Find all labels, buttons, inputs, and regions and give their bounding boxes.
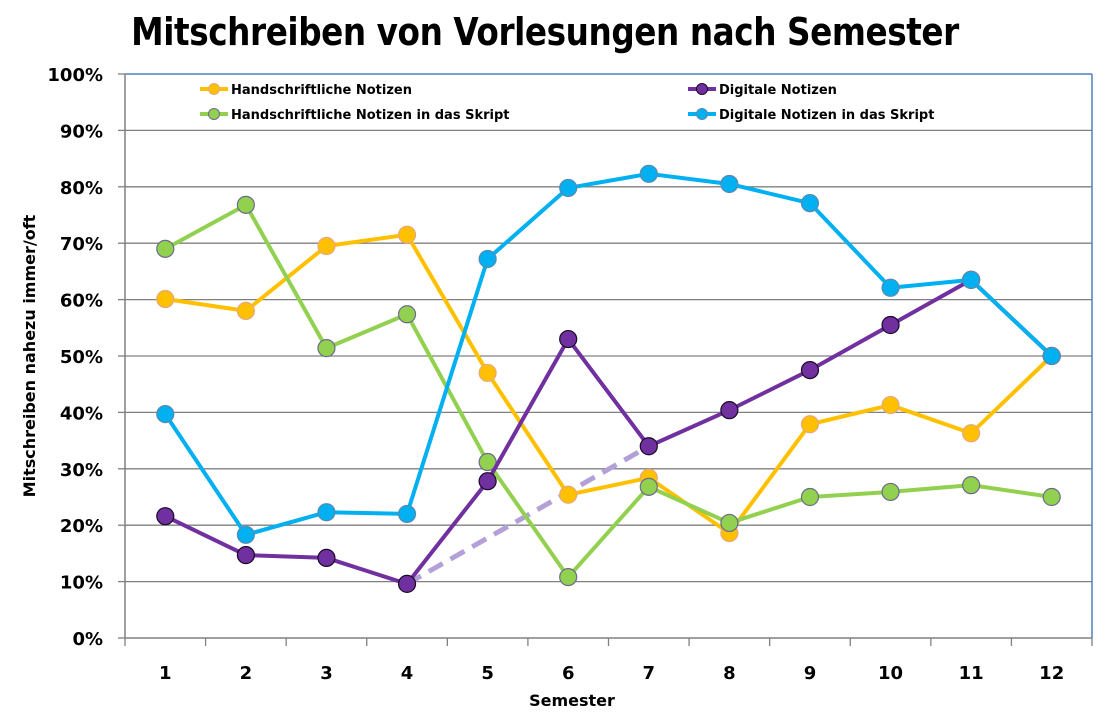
series-lines <box>156 164 1061 593</box>
data-point <box>639 437 658 456</box>
x-tick-label: 2 <box>240 663 253 684</box>
data-point <box>317 503 336 522</box>
data-point <box>962 270 981 289</box>
data-point <box>720 513 739 533</box>
legend-item: Handschriftliche Notizen in das Skript <box>200 108 509 123</box>
data-point <box>317 548 336 568</box>
data-point <box>720 174 739 194</box>
data-point <box>156 289 175 309</box>
series-4 <box>156 164 1061 544</box>
series-3 <box>156 195 1061 587</box>
legend-item: Digitale Notizen in das Skript <box>688 108 934 123</box>
x-axis-title: Semester <box>529 691 615 710</box>
x-tick-label: 12 <box>1039 663 1064 684</box>
chart-title: Mitschreiben von Vorlesungen nach Semest… <box>131 10 959 54</box>
data-point <box>881 395 900 415</box>
y-tick-label: 90% <box>60 121 103 142</box>
data-point <box>962 424 981 443</box>
data-point <box>1042 487 1061 507</box>
data-point <box>156 404 175 424</box>
legend-marker <box>696 108 708 120</box>
y-tick-label: 70% <box>60 234 103 255</box>
data-point <box>559 485 578 504</box>
y-tick-label: 100% <box>47 65 103 86</box>
y-tick-label: 40% <box>60 403 103 424</box>
x-tick-label: 3 <box>320 663 333 684</box>
data-point <box>639 164 658 183</box>
data-point <box>236 195 255 214</box>
gridlines <box>125 129 1092 583</box>
data-point <box>317 339 336 358</box>
legend-item: Digitale Notizen <box>688 83 837 98</box>
y-tick-label: 0% <box>72 629 103 650</box>
axes <box>118 73 1093 646</box>
x-tick-label: 7 <box>643 663 656 684</box>
data-point <box>478 363 497 383</box>
data-point <box>478 452 497 472</box>
dashed-connector-line <box>405 444 651 587</box>
data-point <box>800 361 820 380</box>
legend-marker <box>208 108 220 120</box>
legend-marker <box>696 83 708 95</box>
data-point <box>559 178 578 198</box>
data-point <box>800 194 820 213</box>
y-tick-label: 10% <box>60 573 103 594</box>
y-tick-label: 30% <box>60 460 103 481</box>
annotations <box>405 444 651 587</box>
legend-label: Digitale Notizen <box>719 83 837 98</box>
data-point <box>478 472 497 491</box>
x-tick-label: 11 <box>959 663 984 684</box>
series-line <box>164 202 1052 580</box>
data-point <box>720 401 739 420</box>
legend: Handschriftliche Notizen Digitale Notizen… <box>200 83 934 123</box>
x-tick-label: 5 <box>481 663 494 684</box>
x-tick-label: 1 <box>159 663 172 684</box>
data-point <box>397 305 417 324</box>
data-point <box>800 487 820 507</box>
series-1 <box>156 225 1061 543</box>
legend-label: Digitale Notizen in das Skript <box>719 108 934 123</box>
data-point <box>156 507 175 526</box>
y-tick-label: 60% <box>60 291 103 312</box>
data-point <box>236 545 255 565</box>
y-tick-label: 50% <box>60 347 103 368</box>
legend-marker <box>208 83 220 95</box>
legend-label: Handschriftliche Notizen in das Skript <box>231 108 509 123</box>
series-line <box>165 232 1054 536</box>
data-point <box>639 477 658 496</box>
y-tick-label: 20% <box>60 516 103 537</box>
y-tick-label: 80% <box>60 178 103 199</box>
x-tick-label: 6 <box>562 663 575 684</box>
data-point <box>317 236 336 256</box>
data-point <box>962 476 981 495</box>
x-tick-label: 9 <box>804 663 817 684</box>
data-point <box>881 278 900 297</box>
x-tick-label: 4 <box>401 663 414 684</box>
data-point <box>881 482 900 502</box>
data-point <box>1042 346 1061 366</box>
data-point <box>800 415 820 434</box>
y-tick-labels: 0% 10% 20% 30% 40% 50% 60% 70% 80% 90% 100% <box>47 65 103 650</box>
series-line <box>164 277 1054 586</box>
data-point <box>397 225 417 244</box>
y-axis-title: Mitschreiben nahezu immer/oft <box>20 214 39 497</box>
series-2 <box>156 270 1061 593</box>
data-point <box>397 504 417 524</box>
data-point <box>559 567 578 587</box>
data-point <box>478 249 497 269</box>
data-point <box>881 315 900 335</box>
legend-label: Handschriftliche Notizen <box>231 83 412 98</box>
x-tick-label: 10 <box>878 663 903 684</box>
series-line <box>163 171 1054 537</box>
data-point <box>156 239 175 258</box>
data-point <box>236 301 255 320</box>
data-point <box>559 329 578 349</box>
x-tick-labels: 1 2 3 4 5 6 7 8 9 10 11 12 <box>159 663 1064 684</box>
x-tick-label: 8 <box>723 663 736 684</box>
data-point <box>397 574 417 593</box>
data-point <box>236 525 255 544</box>
legend-item: Handschriftliche Notizen <box>200 83 412 98</box>
